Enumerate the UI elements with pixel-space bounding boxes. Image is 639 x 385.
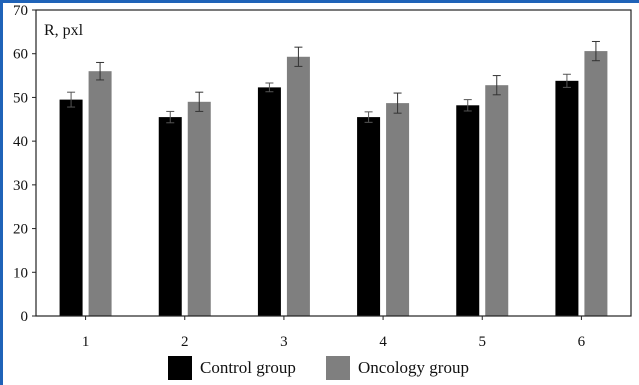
- bar-control: [456, 105, 480, 316]
- y-tick-label: 60: [13, 47, 28, 63]
- x-tick-label: 2: [181, 334, 189, 350]
- plot-area-frame: [35, 9, 632, 317]
- x-tick-label: 1: [82, 334, 90, 350]
- y-tick-label: 40: [13, 134, 28, 150]
- legend-label-oncology: Oncology group: [358, 358, 469, 377]
- bars: [59, 51, 608, 317]
- bar-control: [357, 117, 381, 316]
- legend-swatch-oncology: [326, 356, 350, 380]
- legend-swatch-control: [168, 356, 192, 380]
- y-tick-label: 30: [13, 178, 28, 194]
- legend-label-control: Control group: [200, 358, 296, 377]
- bar-oncology: [187, 101, 211, 316]
- bar-oncology: [286, 56, 310, 316]
- y-tick-label: 0: [21, 309, 29, 325]
- bar-oncology: [386, 103, 410, 317]
- bar-control: [555, 80, 579, 317]
- bar-control: [59, 99, 83, 316]
- bar-oncology: [88, 71, 112, 316]
- frame-border-left: [0, 0, 3, 385]
- x-tick-label: 4: [379, 334, 387, 350]
- y-tick-label: 50: [13, 90, 28, 106]
- error-bars: [67, 40, 600, 124]
- bar-control: [257, 87, 281, 316]
- x-axis-ticks: 1 2 3 4 5 6: [82, 316, 586, 350]
- y-axis-label: R, pxl: [44, 22, 84, 39]
- y-tick-label: 10: [13, 265, 28, 281]
- y-tick-label: 20: [13, 222, 28, 238]
- x-tick-label: 5: [479, 334, 487, 350]
- x-tick-label: 6: [578, 334, 586, 350]
- frame-border-top: [0, 0, 639, 3]
- bar-oncology: [584, 51, 608, 316]
- legend-item-control: Control group: [168, 356, 296, 380]
- legend: Control group Oncology group: [0, 352, 639, 382]
- bar-oncology: [485, 85, 509, 316]
- y-axis-ticks: 0 10 20 30 40 50 60 70: [13, 3, 36, 325]
- bar-control: [158, 117, 182, 316]
- legend-item-oncology: Oncology group: [326, 356, 469, 380]
- bar-chart: 0 10 20 30 40 50 60 70 1 2 3 4 5 6 R, pxl: [13, 3, 632, 350]
- y-tick-label: 70: [13, 3, 28, 19]
- x-tick-label: 3: [280, 334, 288, 350]
